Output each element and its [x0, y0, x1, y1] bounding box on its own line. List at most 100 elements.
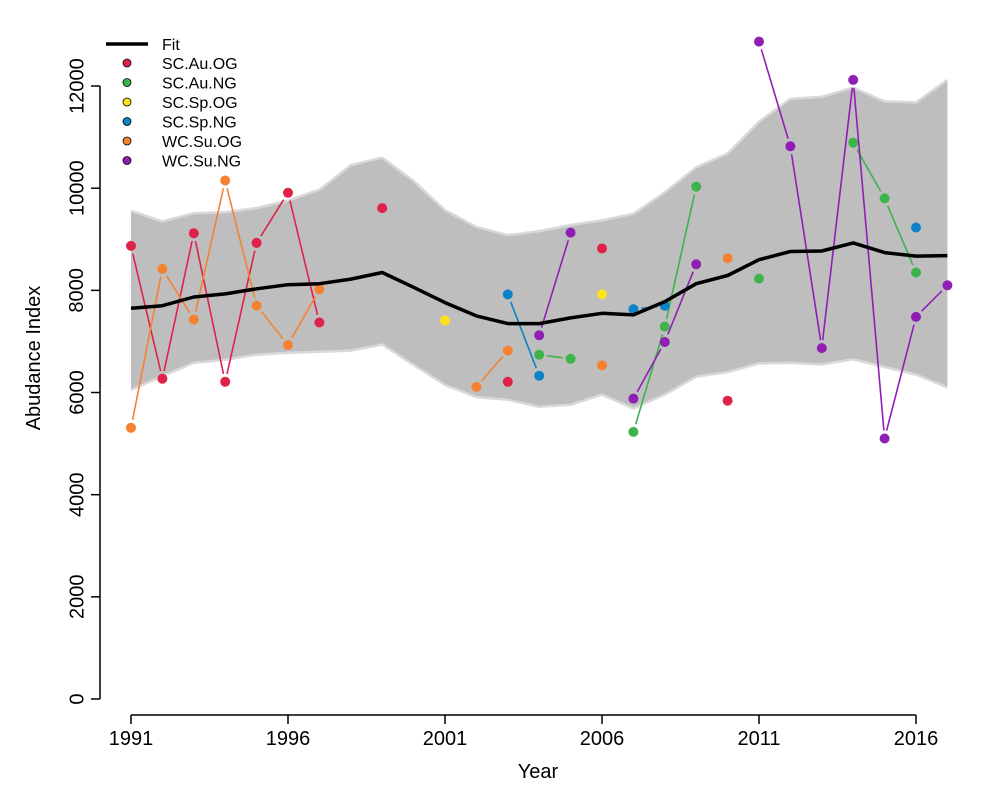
- point-WC.Su.OG-2002: [471, 381, 482, 392]
- point-SC.Au.NG-2009: [691, 181, 702, 192]
- point-SC.Au.OG-1997: [314, 317, 325, 328]
- point-WC.Su.OG-1995: [251, 300, 262, 311]
- x-tick-label-2001: 2001: [423, 728, 468, 750]
- legend-swatch-SC.Sp.OG: [122, 97, 132, 107]
- series-segment-WC.Su.NG: [790, 154, 822, 341]
- x-tick-label-2006: 2006: [580, 728, 625, 750]
- series-segment-WC.Su.NG: [821, 87, 854, 341]
- point-SC.Au.NG-2005: [565, 353, 576, 364]
- legend-swatch-WC.Su.OG: [122, 136, 132, 146]
- series-segment-WC.Su.NG: [760, 49, 789, 139]
- legend-label-SC.Au.OG: SC.Au.OG: [162, 56, 238, 73]
- point-WC.Su.OG-1997: [314, 284, 325, 295]
- legend-label-WC.Su.NG: WC.Su.NG: [162, 154, 241, 171]
- point-WC.Su.NG-2008: [659, 337, 670, 347]
- series-segment-WC.Su.OG: [291, 295, 317, 339]
- point-SC.Au.OG-2006: [597, 243, 607, 254]
- point-SC.Au.OG-1992: [157, 373, 168, 384]
- series-segment-WC.Su.NG: [921, 290, 943, 312]
- band-upper-edge: [130, 78, 949, 237]
- point-SC.Sp.NG-2007: [628, 304, 639, 315]
- legend-label-SC.Au.NG: SC.Au.NG: [162, 76, 237, 93]
- y-tick-label-8000: 8000: [66, 268, 88, 313]
- series-segment-WC.Su.OG: [260, 311, 284, 340]
- series-segment-WC.Su.NG: [636, 348, 662, 393]
- y-axis-title: Abudance Index: [23, 286, 45, 431]
- y-tick-label-6000: 6000: [66, 370, 88, 415]
- series-segment-SC.Au.NG: [856, 149, 882, 192]
- point-WC.Su.NG-2004: [534, 330, 545, 341]
- y-tick-label-2000: 2000: [66, 575, 88, 620]
- y-tick-label-4000: 4000: [66, 472, 88, 517]
- point-WC.Su.NG-2015: [879, 433, 890, 444]
- point-WC.Su.NG-2012: [785, 141, 796, 152]
- point-SC.Au.OG-1995: [251, 237, 262, 248]
- axes: 1991 1996 2001 2006 2011 2016 0 2000 4000 6000 800…: [66, 58, 938, 750]
- series-segment-WC.Su.NG: [885, 324, 915, 431]
- point-WC.Su.OG-1996: [283, 340, 293, 350]
- legend-swatch-WC.Su.NG: [122, 156, 132, 165]
- point-SC.Au.OG-1999: [377, 203, 388, 214]
- point-SC.Sp.OG-2001: [440, 315, 450, 326]
- point-WC.Su.OG-1993: [188, 314, 199, 325]
- legend-swatch-SC.Sp.NG: [122, 117, 132, 126]
- series-segment-SC.Au.OG: [289, 200, 319, 315]
- y-tick-label-0: 0: [66, 693, 88, 704]
- y-tick-label-10000: 10000: [66, 160, 88, 216]
- point-SC.Au.NG-2008: [659, 321, 670, 332]
- x-tick-label-2011: 2011: [737, 728, 780, 750]
- legend-swatch-SC.Au.OG: [122, 58, 132, 68]
- series-segment-SC.Au.OG: [260, 199, 285, 237]
- fit-layer: [130, 241, 948, 326]
- point-WC.Su.NG-2016: [911, 311, 921, 322]
- series-segment-WC.Su.OG: [226, 188, 256, 299]
- point-WC.Su.OG-2010: [722, 253, 733, 264]
- legend: Fit SC.Au.OG SC.Au.NG SC.Sp.OG SC.Sp.NG WC.Su…: [106, 37, 242, 171]
- point-SC.Au.OG-1991: [126, 240, 136, 251]
- series-segment-SC.Sp.NG: [509, 301, 538, 369]
- point-WC.Su.NG-2013: [816, 343, 827, 354]
- legend-label-SC.Sp.OG: SC.Sp.OG: [162, 95, 238, 112]
- band-lower-edge: [130, 343, 948, 410]
- series-segment-SC.Au.OG: [194, 240, 225, 375]
- point-SC.Sp.NG-2003: [502, 289, 513, 300]
- point-SC.Au.NG-2016: [911, 267, 921, 278]
- series-segment-SC.Au.NG: [546, 355, 563, 359]
- point-WC.Su.NG-2007: [628, 393, 639, 404]
- x-axis-title: Year: [518, 761, 559, 783]
- x-tick-label-1996: 1996: [266, 728, 311, 750]
- series-segment-WC.Su.OG: [194, 188, 225, 312]
- point-WC.Su.NG-2017: [942, 280, 953, 291]
- point-WC.Su.OG-2003: [502, 345, 513, 356]
- point-WC.Su.OG-1992: [157, 263, 168, 274]
- series-segment-SC.Au.OG: [226, 250, 256, 375]
- series-segment-SC.Au.OG: [163, 240, 193, 372]
- legend-label-fit: Fit: [162, 37, 180, 54]
- point-SC.Au.OG-1996: [283, 187, 293, 198]
- series-segment-WC.Su.OG: [131, 276, 162, 421]
- point-WC.Su.OG-2006: [597, 360, 607, 371]
- x-tick-label-1991: 1991: [109, 728, 154, 750]
- fit-line: [130, 241, 948, 326]
- legend-swatch-SC.Au.NG: [122, 78, 132, 87]
- point-WC.Su.OG-1994: [220, 175, 231, 186]
- series-segment-WC.Su.NG: [540, 240, 570, 328]
- point-SC.Au.NG-2014: [848, 137, 859, 148]
- point-SC.Au.OG-2003: [502, 376, 513, 387]
- series-segment-SC.Au.OG: [132, 253, 162, 372]
- point-SC.Sp.OG-2006: [597, 289, 607, 300]
- point-WC.Su.NG-2011: [754, 36, 764, 47]
- confidence-band-layer: [130, 78, 949, 410]
- point-WC.Su.OG-1991: [126, 422, 136, 433]
- legend-label-SC.Sp.NG: SC.Sp.NG: [162, 115, 237, 132]
- x-tick-label-2016: 2016: [894, 728, 939, 750]
- point-WC.Su.NG-2014: [848, 74, 859, 85]
- point-SC.Au.NG-2011: [754, 273, 764, 284]
- point-SC.Sp.NG-2004: [534, 370, 545, 381]
- legend-label-WC.Su.OG: WC.Su.OG: [162, 134, 242, 151]
- y-tick-label-12000: 12000: [66, 58, 88, 114]
- series-segment-WC.Su.NG: [667, 271, 694, 335]
- point-SC.Au.OG-1993: [188, 228, 199, 239]
- series-segment-SC.Au.NG: [634, 334, 664, 425]
